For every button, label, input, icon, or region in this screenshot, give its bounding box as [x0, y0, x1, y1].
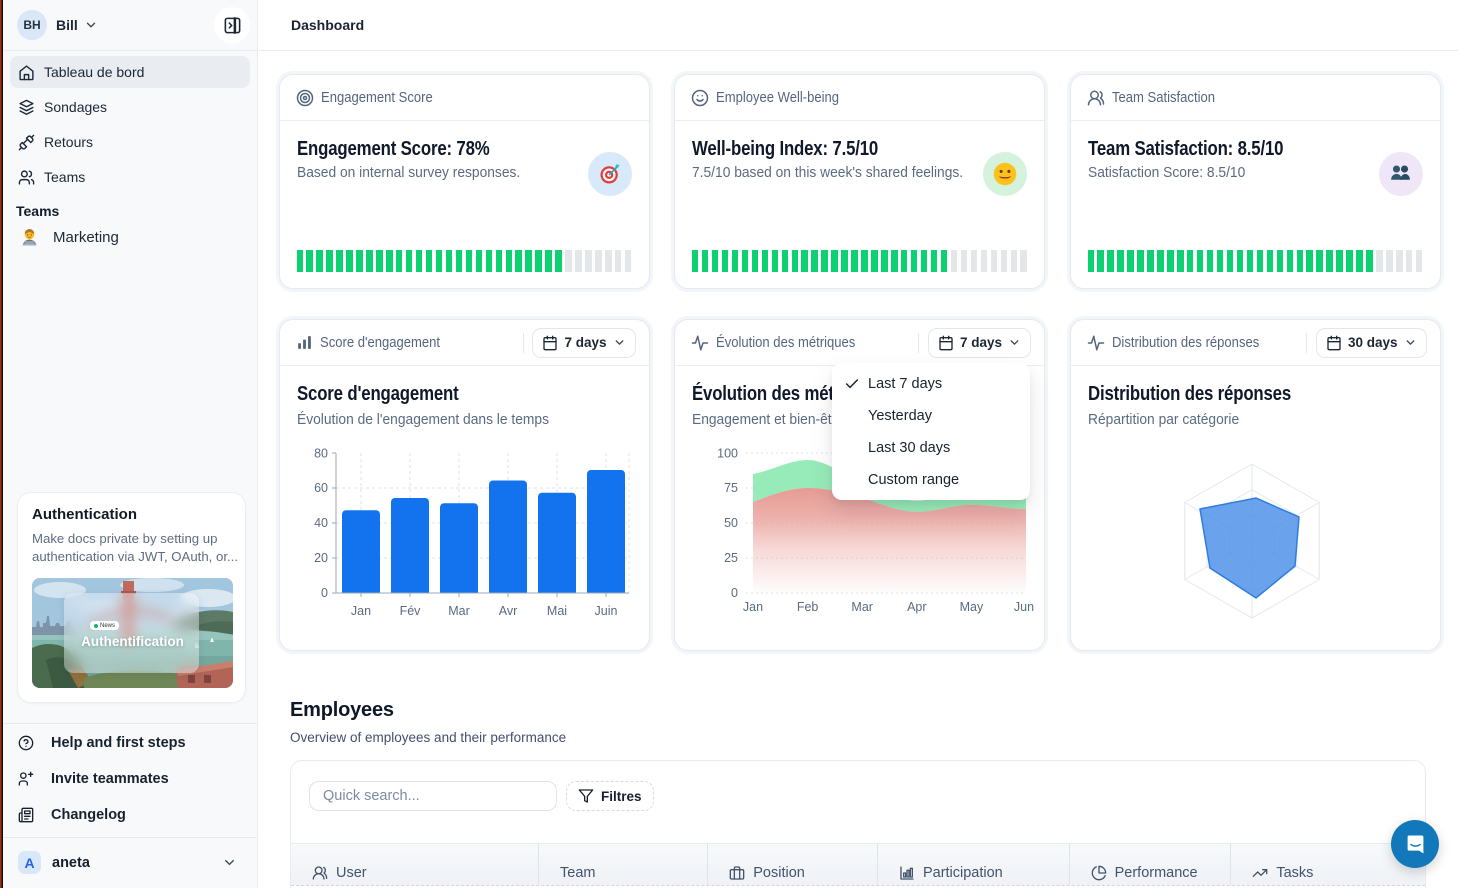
svg-text:Avr: Avr	[498, 604, 517, 618]
svg-text:20: 20	[314, 551, 328, 565]
svg-text:25: 25	[724, 551, 738, 565]
svg-text:Mai: Mai	[546, 604, 566, 618]
svg-text:Juin: Juin	[594, 604, 617, 618]
svg-text:Mar: Mar	[448, 604, 470, 618]
svg-text:Mar: Mar	[851, 600, 873, 614]
svg-text:Apr: Apr	[907, 600, 926, 614]
svg-text:50: 50	[724, 516, 738, 530]
svg-text:Jan: Jan	[350, 604, 370, 618]
svg-text:0: 0	[731, 586, 738, 600]
svg-text:Feb: Feb	[797, 600, 819, 614]
svg-text:40: 40	[314, 516, 328, 530]
svg-text:100: 100	[717, 446, 738, 460]
svg-text:0: 0	[321, 586, 328, 600]
svg-text:May: May	[960, 600, 984, 614]
svg-text:60: 60	[314, 481, 328, 495]
svg-text:80: 80	[314, 446, 328, 460]
svg-text:Jan: Jan	[743, 600, 763, 614]
svg-text:Fév: Fév	[399, 604, 421, 618]
svg-text:75: 75	[724, 481, 738, 495]
svg-text:Jun: Jun	[1014, 600, 1034, 614]
